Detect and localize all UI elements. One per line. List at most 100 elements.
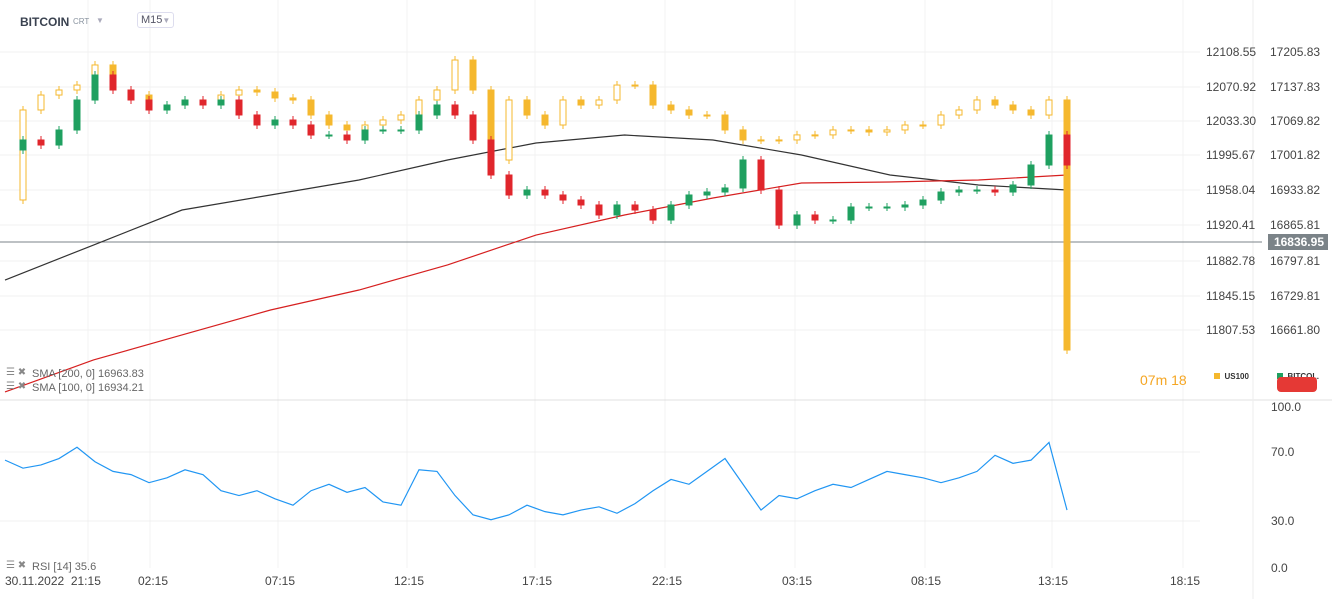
- us100-candle: [847, 129, 855, 132]
- current-price-tag: 16836.95: [1268, 234, 1328, 250]
- sma100-line: [4, 174, 1068, 393]
- us100-candle: [307, 99, 315, 116]
- bitcoin-tick-label: 17069.82: [1270, 114, 1321, 128]
- time-tick-label: 08:15: [911, 574, 942, 588]
- us100-candle: [811, 134, 819, 137]
- bitcoin-candle: [559, 194, 567, 201]
- us100-candle: [955, 109, 963, 116]
- bitcoin-candle: [307, 124, 315, 136]
- bitcoin-candle: [181, 99, 189, 106]
- bitcoin-candle: [847, 206, 855, 221]
- bitcoin-tick-label: 17205.83: [1270, 45, 1321, 59]
- us100-tick-label: 11920.41: [1206, 218, 1256, 232]
- bitcoin-candle: [37, 139, 45, 146]
- rsi-tick-label: 30.0: [1271, 514, 1295, 528]
- us100-tick-label: 11958.04: [1206, 183, 1256, 197]
- indicator-controls-sma200[interactable]: ☰ ✖: [6, 367, 27, 378]
- bitcoin-candle: [721, 187, 729, 193]
- us100-candle: [469, 59, 477, 91]
- bitcoin-tick-label: 17001.82: [1270, 148, 1321, 162]
- bitcoin-candle: [649, 209, 657, 221]
- bitcoin-candle: [451, 104, 459, 116]
- time-tick-label: 18:15: [1170, 574, 1201, 588]
- time-tick-label: 22:15: [652, 574, 683, 588]
- us100-candle: [775, 139, 783, 142]
- us100-tick-label: 12033.30: [1206, 114, 1257, 128]
- chart-type-selector[interactable]: CRT: [73, 17, 90, 26]
- bitcoin-candle: [199, 99, 207, 106]
- bitcoin-candle: [541, 189, 549, 196]
- bitcoin-candle: [757, 159, 765, 191]
- bitcoin-candle: [397, 129, 405, 132]
- time-tick-label: 13:15: [1038, 574, 1069, 588]
- us100-candle: [271, 91, 279, 99]
- legend-us100[interactable]: US100: [1214, 366, 1249, 384]
- us100-candle: [793, 134, 801, 141]
- timeframe-label: M15: [141, 14, 163, 26]
- us100-candle: [289, 97, 297, 101]
- rsi-label: RSI [14] 35.6: [32, 561, 97, 573]
- timeframe-selector[interactable]: M15▼: [137, 12, 175, 28]
- rsi-line: [4, 441, 1068, 521]
- bitcoin-candle: [829, 219, 837, 222]
- bitcoin-tick-label: 16797.81: [1270, 254, 1321, 268]
- us100-candle: [505, 99, 513, 161]
- us100-candle: [397, 114, 405, 121]
- bitcoin-candle: [523, 189, 531, 196]
- bitcoin-candle: [811, 214, 819, 221]
- bitcoin-candle: [109, 74, 117, 91]
- us100-candle: [343, 124, 351, 131]
- us100-tick-label: 11845.15: [1206, 289, 1256, 303]
- us100-candle: [523, 99, 531, 116]
- us100-candle: [559, 99, 567, 126]
- bitcoin-candle: [469, 114, 477, 141]
- sma100-label: SMA [100, 0] 16934.21: [32, 382, 144, 394]
- legend-bitcoin[interactable]: BITCOI..: [1277, 366, 1319, 384]
- bitcoin-candle: [487, 139, 495, 176]
- us100-candle: [1027, 109, 1035, 116]
- bitcoin-candle: [325, 134, 333, 137]
- indicator-controls-sma100[interactable]: ☰ ✖: [6, 381, 27, 392]
- candle-countdown: 07m 18: [1140, 372, 1187, 388]
- us100-candle: [829, 129, 837, 136]
- us100-candle: [325, 114, 333, 126]
- bitcoin-tick-label: 17137.83: [1270, 80, 1321, 94]
- bitcoin-swatch: [1277, 373, 1283, 379]
- time-tick-label: 17:15: [522, 574, 553, 588]
- bitcoin-candle: [1045, 134, 1053, 166]
- bitcoin-candle: [235, 99, 243, 116]
- bitcoin-tick-label: 16729.81: [1270, 289, 1321, 303]
- bitcoin-candle: [163, 104, 171, 111]
- us100-candle: [19, 109, 27, 201]
- bitcoin-candle: [73, 99, 81, 131]
- us100-candle: [991, 99, 999, 106]
- us100-candle: [379, 119, 387, 126]
- us100-candle: [739, 129, 747, 141]
- bitcoin-candle: [271, 119, 279, 126]
- bitcoin-candle: [127, 89, 135, 101]
- sma200-line: [4, 134, 1068, 281]
- us100-candle: [1045, 99, 1053, 116]
- bitcoin-candle: [361, 129, 369, 141]
- us100-candle: [865, 129, 873, 133]
- us100-candle: [757, 139, 765, 142]
- sma200-label: SMA [200, 0] 16963.83: [32, 368, 144, 380]
- bitcoin-candle: [343, 134, 351, 141]
- symbol-title: BITCOIN: [20, 15, 70, 29]
- bitcoin-candle: [919, 199, 927, 206]
- us100-candle: [649, 84, 657, 106]
- time-tick-label: 02:15: [138, 574, 169, 588]
- bitcoin-candle: [1027, 164, 1035, 186]
- indicator-controls-rsi[interactable]: ☰ ✖: [6, 560, 27, 571]
- us100-tick-label: 12108.55: [1206, 45, 1257, 59]
- us100-candle: [253, 89, 261, 93]
- bitcoin-candle: [595, 204, 603, 216]
- bitcoin-candle: [883, 206, 891, 209]
- rsi-tick-label: 70.0: [1271, 445, 1295, 459]
- bitcoin-candle: [505, 174, 513, 196]
- legend-label: BITCOI..: [1287, 372, 1319, 381]
- us100-candle: [901, 124, 909, 131]
- legend-label: US100: [1224, 372, 1249, 381]
- chevron-down-icon[interactable]: ▼: [96, 16, 104, 25]
